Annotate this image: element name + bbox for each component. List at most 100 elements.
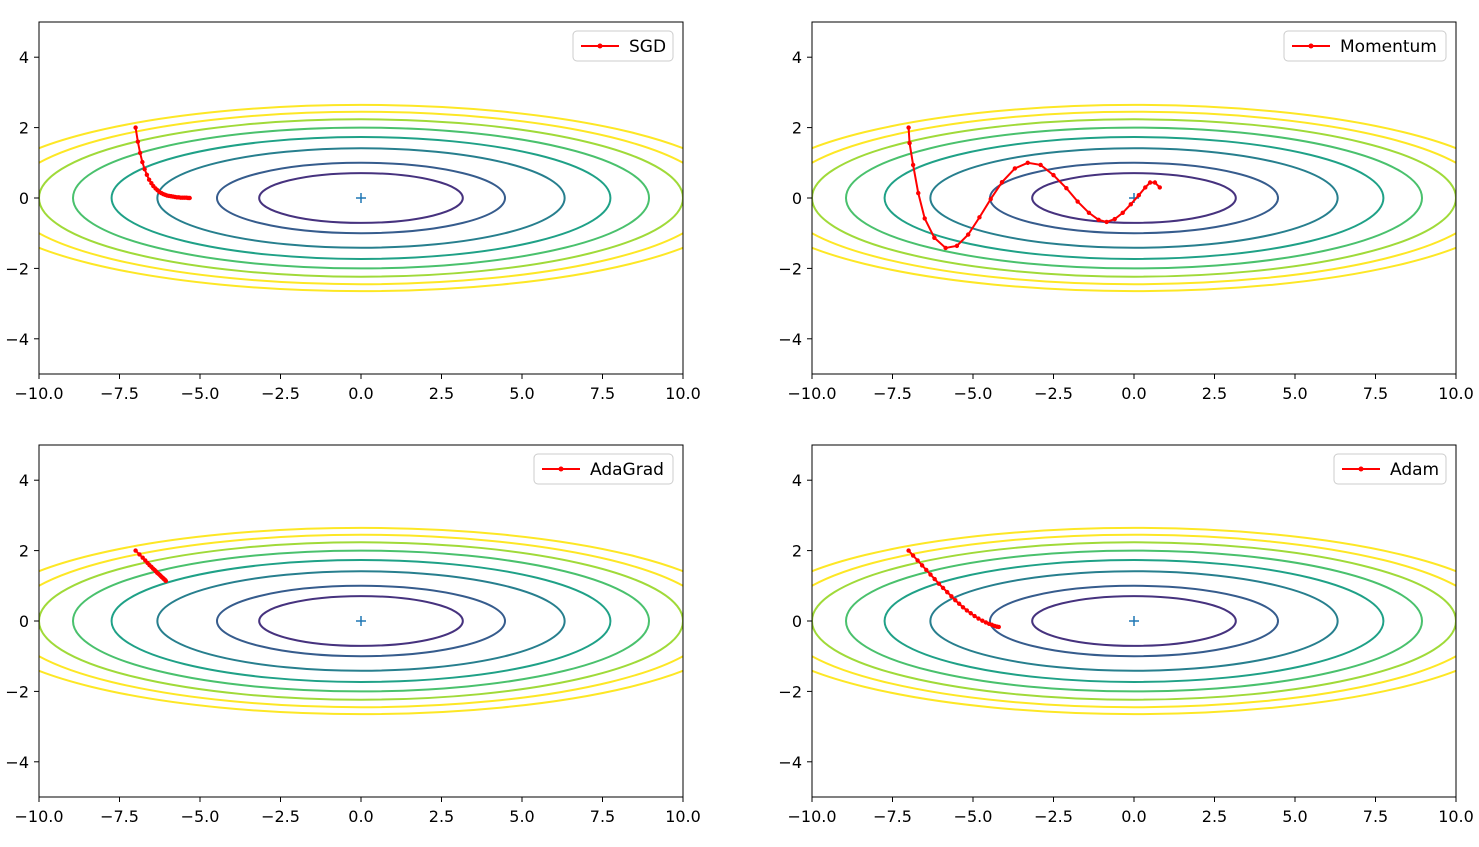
contour-level [215, 161, 507, 235]
x-tick-label: 7.5 [590, 384, 615, 403]
path-point [163, 578, 169, 584]
path-point [924, 567, 929, 573]
path-point [1064, 185, 1069, 191]
y-tick-label: 0 [792, 189, 802, 208]
path-point [133, 548, 138, 553]
path-point [956, 601, 962, 606]
contour-level [844, 126, 1424, 270]
path-point [932, 235, 937, 240]
path-point [953, 598, 958, 603]
contour-level [258, 595, 464, 647]
path-point [943, 245, 948, 251]
legend-box [572, 30, 674, 62]
contour-lines [812, 103, 1456, 293]
path-point [972, 613, 977, 619]
minimum-marker [356, 616, 366, 626]
contour-level [844, 549, 1424, 693]
path-point [1143, 185, 1148, 190]
path-line [907, 127, 1161, 250]
path-point [910, 553, 916, 558]
path-point [1112, 216, 1117, 222]
x-tick-label: −5.0 [954, 807, 993, 826]
x-tick-label: −7.5 [100, 807, 139, 826]
x-tick-label: −5.0 [181, 807, 220, 826]
x-tick-label: 2.5 [1202, 807, 1227, 826]
x-tick-label: 7.5 [590, 807, 615, 826]
y-tick-label: 4 [792, 471, 802, 490]
x-tick-label: −10.0 [787, 384, 836, 403]
path-point [976, 616, 981, 621]
x-tick-label: −2.5 [1034, 384, 1073, 403]
legend-marker [597, 43, 603, 49]
path-point [1025, 160, 1030, 165]
subplot-adam: −10.0 −7.5 −5.0 −2.5 0.0 2.5 5.0 7.5 10.0 −4 −2 0 2 4… [778, 444, 1474, 826]
legend-box [1283, 30, 1447, 62]
path-point [922, 216, 927, 221]
x-tick-label: 7.5 [1363, 384, 1388, 403]
contour-level [929, 570, 1339, 672]
path-point [1120, 210, 1125, 215]
minimum-marker [356, 193, 366, 203]
y-tick-label: −2 [778, 259, 802, 278]
optimizer-path [906, 548, 1001, 630]
subplot-sgd: −10.0 −7.5 −5.0 −2.5 0.0 2.5 5.0 7.5 10.0 −4 −2 0 2 4… [5, 21, 701, 403]
contour-level [39, 110, 683, 286]
y-tick-label: −2 [5, 259, 29, 278]
y-tick-label: 4 [19, 471, 29, 490]
x-tick-label: −10.0 [14, 807, 63, 826]
legend-box [1333, 453, 1447, 485]
path-point [137, 150, 143, 156]
y-tick-label: 4 [19, 48, 29, 67]
path-point [999, 179, 1005, 185]
subplot-momentum: −10.0 −7.5 −5.0 −2.5 0.0 2.5 5.0 7.5 10.0 −4 −2 0 2 4… [778, 21, 1474, 403]
contour-level [1031, 172, 1237, 224]
x-tick-label: −7.5 [873, 384, 912, 403]
path-point [1096, 217, 1101, 223]
x-tick-label: −5.0 [954, 384, 993, 403]
path-point [932, 576, 937, 582]
y-tick-label: −4 [5, 753, 29, 772]
legend-label: AdaGrad [590, 460, 664, 480]
path-point [996, 624, 1001, 630]
path-point [906, 548, 911, 553]
path-point [1075, 199, 1080, 204]
contour-level [110, 559, 612, 683]
x-tick-label: 5.0 [509, 807, 534, 826]
contour-level [39, 541, 683, 701]
path-point [133, 125, 138, 130]
path-point [915, 558, 920, 563]
path-point [1152, 180, 1158, 185]
contour-level [39, 118, 683, 278]
path-point [945, 589, 950, 595]
optimizer-path [906, 125, 1162, 251]
x-tick-label: 5.0 [509, 384, 534, 403]
contour-level [812, 533, 1456, 709]
y-tick-label: 2 [792, 542, 802, 561]
y-tick-label: 0 [792, 612, 802, 631]
x-tick-label: 2.5 [1202, 384, 1227, 403]
legend-label: Adam [1390, 460, 1439, 480]
path-point [960, 605, 966, 610]
contour-level [156, 570, 566, 672]
legend: SGD [572, 30, 674, 62]
legend-marker [1358, 466, 1364, 472]
contour-level [71, 549, 651, 693]
x-tick-label: 0.0 [1121, 807, 1146, 826]
x-tick-label: 10.0 [1438, 384, 1474, 403]
minimum-marker [1129, 616, 1139, 626]
path-point [1038, 162, 1043, 168]
x-tick-label: 2.5 [429, 384, 454, 403]
contour-level [39, 103, 683, 293]
contour-level [929, 147, 1339, 249]
path-point [1157, 185, 1162, 190]
path-point [144, 172, 150, 177]
contour-level [988, 584, 1280, 658]
contour-level [812, 103, 1456, 293]
path-point [949, 594, 954, 599]
contour-level [812, 110, 1456, 286]
y-tick-label: −2 [778, 682, 802, 701]
path-point [940, 585, 946, 591]
contour-level [812, 526, 1456, 716]
path-point [1012, 166, 1018, 171]
optimizer-path [133, 548, 169, 584]
